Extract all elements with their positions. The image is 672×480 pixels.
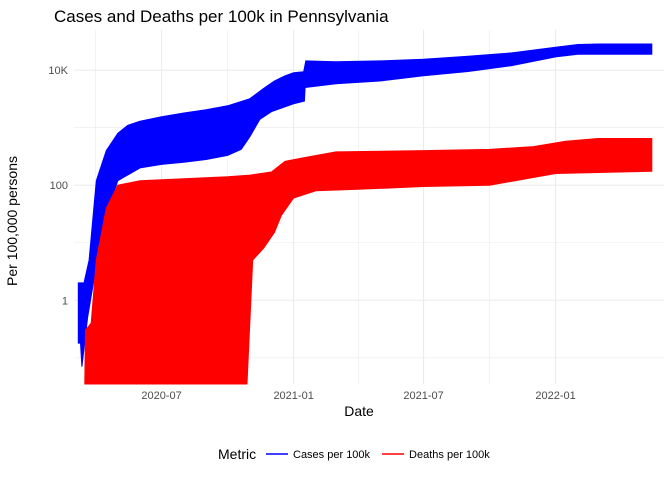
y-tick-label: 100 [50,180,68,192]
y-axis-title: Per 100,000 persons [4,156,20,286]
legend-label-0: Cases per 100k [293,449,371,461]
x-axis-title: Date [344,403,374,419]
x-tick-label: 2021-01 [273,390,313,402]
y-tick-label: 1 [62,295,68,307]
x-tick-label: 2022-01 [535,390,575,402]
chart-title: Cases and Deaths per 100k in Pennsylvani… [54,7,389,26]
x-tick-label: 2020-07 [141,390,181,402]
legend: Metric Cases per 100k Deaths per 100k [218,446,490,462]
series-band-0 [77,43,653,367]
legend-label-1: Deaths per 100k [409,449,490,461]
x-axis-ticks: 2020-07 2021-01 2021-07 2022-01 [141,390,575,402]
legend-title: Metric [218,446,256,462]
y-axis-ticks: 1 100 10K [48,65,68,307]
x-tick-label: 2021-07 [403,390,443,402]
series-bands [77,43,653,385]
series-band-1 [84,138,653,385]
y-tick-label: 10K [48,65,68,77]
